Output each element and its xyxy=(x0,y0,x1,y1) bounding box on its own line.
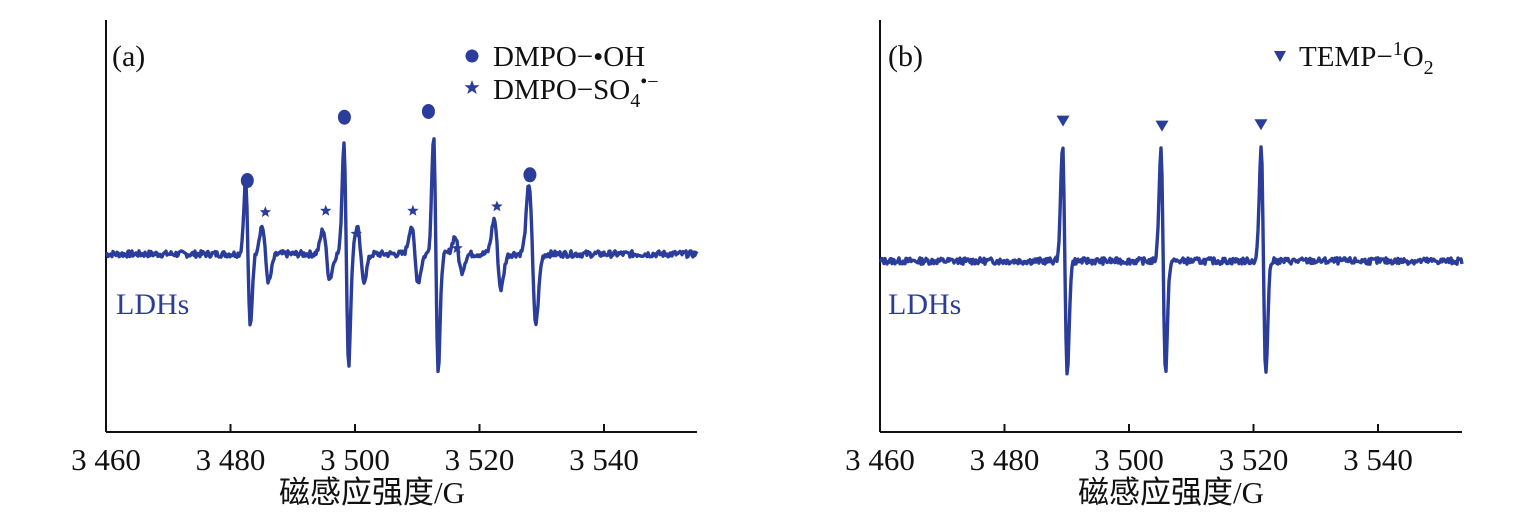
panel-b-peak-markers xyxy=(1056,115,1268,132)
legend-item-so4-label: DMPO−SO4•− xyxy=(493,71,659,112)
so4-peak-star-marker xyxy=(491,200,503,212)
panel-a-sample-label: LDHs xyxy=(116,288,189,321)
legend-item-temp-label: TEMP−1O2 xyxy=(1299,38,1434,79)
so4-peak-star-marker xyxy=(350,227,362,239)
star-marker-icon xyxy=(464,80,480,94)
x-tick-label: 3 480 xyxy=(970,442,1040,477)
panel-a-label: (a) xyxy=(112,40,145,73)
circle-marker-icon xyxy=(465,49,479,63)
panel-b-sample-label: LDHs xyxy=(888,288,961,321)
legend-so4-main: DMPO−SO xyxy=(493,74,630,106)
panel-b-label: (b) xyxy=(888,40,923,73)
x-tick-label: 3 500 xyxy=(320,442,390,477)
x-tick-label: 3 500 xyxy=(1094,442,1164,477)
x-tick-label: 3 480 xyxy=(196,442,266,477)
oh-peak-circle-marker xyxy=(523,167,537,183)
triangle-down-marker-icon xyxy=(1274,51,1286,62)
so4-peak-star-marker xyxy=(407,204,419,216)
panel-a: 3 460 3 480 3 500 3 520 3 540 (a) LDHs 磁感应强度… xyxy=(71,20,699,510)
x-tick-label: 3 520 xyxy=(1219,442,1289,477)
x-tick-label: 3 540 xyxy=(569,442,639,477)
panel-b: 3 460 3 480 3 500 3 520 3 540 (b) LDHs 磁感应强度… xyxy=(845,20,1464,510)
so4-peak-star-marker xyxy=(259,206,272,218)
temp-peak-triangle-marker xyxy=(1056,115,1070,127)
legend-item-oh-label: DMPO−•OH xyxy=(493,41,645,73)
legend-temp-subscript: 2 xyxy=(1424,57,1434,79)
oh-peak-circle-marker xyxy=(337,109,351,125)
legend-temp-superscript: 1 xyxy=(1393,38,1403,60)
legend-so4-superscript: •− xyxy=(640,71,658,93)
x-tick-label: 3 460 xyxy=(71,442,141,477)
oh-peak-circle-marker xyxy=(421,103,435,119)
x-tick-label: 3 520 xyxy=(445,442,515,477)
temp-peak-triangle-marker xyxy=(1254,119,1268,131)
legend-temp-main: TEMP− xyxy=(1299,41,1393,73)
panel-b-x-axis-title: 磁感应强度/G xyxy=(1078,475,1264,510)
so4-peak-star-marker xyxy=(451,242,463,254)
x-tick-label: 3 540 xyxy=(1343,442,1413,477)
panel-a-ticks: 3 460 3 480 3 500 3 520 3 540 xyxy=(71,424,639,477)
legend-so4-subscript: 4 xyxy=(630,90,640,112)
panel-a-x-axis-title: 磁感应强度/G xyxy=(279,475,465,510)
legend-temp-o: O xyxy=(1403,41,1424,73)
panel-a-peak-markers xyxy=(240,103,537,254)
so4-peak-star-marker xyxy=(320,204,332,216)
x-tick-label: 3 460 xyxy=(845,442,915,477)
temp-peak-triangle-marker xyxy=(1155,120,1169,132)
panel-a-spectrum-line xyxy=(105,137,699,374)
panel-b-spectrum-line xyxy=(878,145,1464,376)
oh-peak-circle-marker xyxy=(240,173,254,189)
panel-b-ticks: 3 460 3 480 3 500 3 520 3 540 xyxy=(845,424,1413,477)
